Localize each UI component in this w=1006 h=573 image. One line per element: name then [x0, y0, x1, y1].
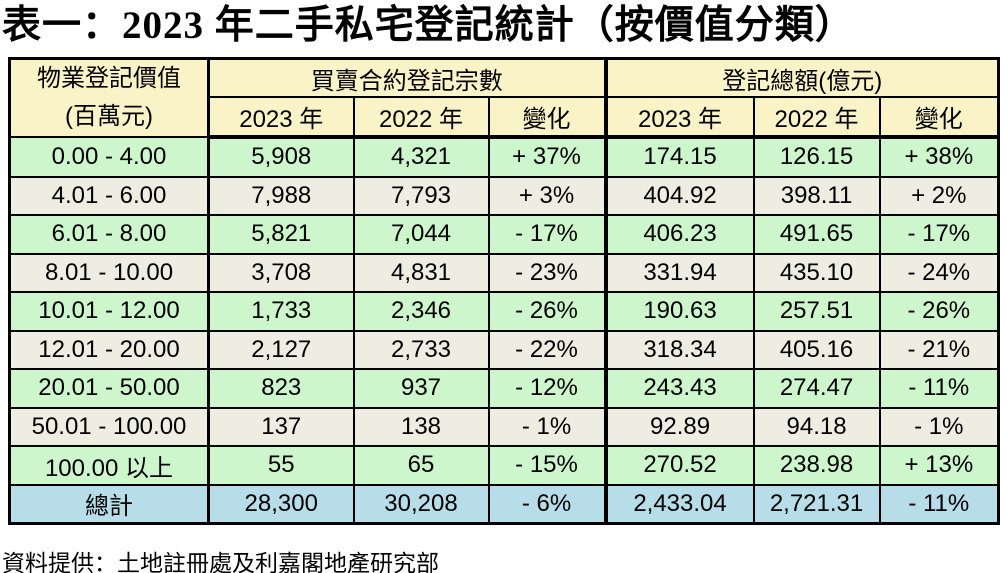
deals-2022-cell: 30,208 — [352, 483, 490, 525]
deals-2022-cell: 4,831 — [352, 252, 490, 293]
deals-2022-cell: 7,793 — [352, 175, 490, 216]
amount-2022-cell: 398.11 — [752, 175, 881, 216]
deals-change-cell: + 37% — [487, 136, 608, 178]
amount-2022-cell: 126.15 — [752, 136, 881, 178]
deals-2023-cell: 5,821 — [207, 214, 355, 255]
table-row: 100.00 以上 55 65 - 15% 270.52 238.98 + 13… — [8, 445, 1000, 486]
amount-2022-cell: 94.18 — [752, 406, 881, 447]
amount-change-cell: - 1% — [878, 406, 1000, 447]
amount-change-cell: - 11% — [878, 368, 1000, 409]
source-note: 資料提供：土地註冊處及利嘉閣地產研究部 — [2, 550, 439, 573]
value-range-cell: 10.01 - 12.00 — [8, 291, 210, 332]
table-body: 0.00 - 4.00 5,908 4,321 + 37% 174.15 126… — [8, 136, 1000, 525]
amount-change-cell: - 11% — [878, 483, 1000, 525]
amount-2022-cell: 2,721.31 — [752, 483, 881, 525]
amount-group-header: 登記總額(億元) — [604, 57, 1000, 99]
amount-change-cell: - 24% — [878, 252, 1000, 293]
deals-2023-cell: 5,908 — [207, 136, 355, 178]
deals-2022-cell: 65 — [352, 445, 490, 486]
deals-change-cell: + 3% — [487, 175, 608, 216]
deals-change-cell: - 23% — [487, 252, 608, 293]
table-row: 8.01 - 10.00 3,708 4,831 - 23% 331.94 43… — [8, 252, 1000, 293]
amount-2023-cell: 190.63 — [604, 291, 755, 332]
amount-change-cell: - 26% — [878, 291, 1000, 332]
amount-2022-cell: 274.47 — [752, 368, 881, 409]
amount-2023-cell: 243.43 — [604, 368, 755, 409]
value-column-header-line1: 物業登記價值 — [37, 65, 181, 92]
deals-change-cell: - 22% — [487, 329, 608, 370]
table-row: 10.01 - 12.00 1,733 2,346 - 26% 190.63 2… — [8, 291, 1000, 332]
table-row: 0.00 - 4.00 5,908 4,321 + 37% 174.15 126… — [8, 136, 1000, 178]
deals-change-cell: - 26% — [487, 291, 608, 332]
table-row: 總計 28,300 30,208 - 6% 2,433.04 2,721.31 … — [8, 483, 1000, 525]
page-title: 表一：2023 年二手私宅登記統計（按價值分類） — [2, 4, 855, 47]
deals-change-cell: - 12% — [487, 368, 608, 409]
value-range-cell: 4.01 - 6.00 — [8, 175, 210, 216]
value-column-header-line2: (百萬元) — [65, 103, 153, 130]
amount-change-cell: - 21% — [878, 329, 1000, 370]
deals-2023-cell: 3,708 — [207, 252, 355, 293]
deals-2023-cell: 55 — [207, 445, 355, 486]
value-column-header: 物業登記價值 (百萬元) — [8, 57, 210, 138]
table-row: 4.01 - 6.00 7,988 7,793 + 3% 404.92 398.… — [8, 175, 1000, 216]
deals-2022-cell: 4,321 — [352, 136, 490, 178]
deals-2023-cell: 2,127 — [207, 329, 355, 370]
value-range-cell: 100.00 以上 — [8, 445, 210, 486]
table-header: 物業登記價值 (百萬元) 買賣合約登記宗數 登記總額(億元) 2023 年 20… — [8, 57, 1000, 139]
amount-2022-cell: 491.65 — [752, 214, 881, 255]
value-range-cell: 12.01 - 20.00 — [8, 329, 210, 370]
deals-2023-cell: 1,733 — [207, 291, 355, 332]
amount-2023-cell: 404.92 — [604, 175, 755, 216]
amount-2023-cell: 318.34 — [604, 329, 755, 370]
amount-2023-cell: 2,433.04 — [604, 483, 755, 525]
deals-change-header: 變化 — [487, 96, 608, 139]
value-range-cell: 8.01 - 10.00 — [8, 252, 210, 293]
registrations-table: 物業登記價值 (百萬元) 買賣合約登記宗數 登記總額(億元) 2023 年 20… — [8, 57, 1001, 525]
amount-2023-cell: 92.89 — [604, 406, 755, 447]
amount-2022-cell: 257.51 — [752, 291, 881, 332]
year-header-row: 2023 年 2022 年 變化 2023 年 2022 年 變化 — [10, 96, 1000, 139]
deals-2023-cell: 823 — [207, 368, 355, 409]
deals-group-header: 買賣合約登記宗數 — [207, 57, 608, 99]
value-range-cell: 0.00 - 4.00 — [8, 136, 210, 178]
deals-2022-cell: 138 — [352, 406, 490, 447]
deals-2022-cell: 2,733 — [352, 329, 490, 370]
value-range-cell: 6.01 - 8.00 — [8, 214, 210, 255]
deals-2022-header: 2022 年 — [352, 96, 490, 139]
group-header-row: 物業登記價值 (百萬元) 買賣合約登記宗數 登記總額(億元) — [8, 57, 1000, 138]
deals-2023-cell: 7,988 — [207, 175, 355, 216]
table-row: 12.01 - 20.00 2,127 2,733 - 22% 318.34 4… — [8, 329, 1000, 370]
amount-change-cell: + 2% — [878, 175, 1000, 216]
deals-change-cell: - 15% — [487, 445, 608, 486]
deals-2023-cell: 137 — [207, 406, 355, 447]
amount-2023-cell: 331.94 — [604, 252, 755, 293]
deals-2022-cell: 2,346 — [352, 291, 490, 332]
amount-2022-cell: 238.98 — [752, 445, 881, 486]
amount-2022-header: 2022 年 — [752, 96, 881, 139]
amount-change-cell: - 17% — [878, 214, 1000, 255]
deals-change-cell: - 17% — [487, 214, 608, 255]
amount-2022-cell: 405.16 — [752, 329, 881, 370]
table-row: 50.01 - 100.00 137 138 - 1% 92.89 94.18 … — [8, 406, 1000, 447]
deals-change-cell: - 1% — [487, 406, 608, 447]
amount-2023-cell: 270.52 — [604, 445, 755, 486]
deals-2022-cell: 7,044 — [352, 214, 490, 255]
value-range-cell: 50.01 - 100.00 — [8, 406, 210, 447]
value-range-cell: 20.01 - 50.00 — [8, 368, 210, 409]
deals-2023-cell: 28,300 — [207, 483, 355, 525]
amount-change-cell: + 13% — [878, 445, 1000, 486]
table-row: 20.01 - 50.00 823 937 - 12% 243.43 274.4… — [8, 368, 1000, 409]
amount-2023-header: 2023 年 — [604, 96, 755, 139]
amount-2023-cell: 174.15 — [604, 136, 755, 178]
amount-change-header: 變化 — [878, 96, 1000, 139]
amount-2023-cell: 406.23 — [604, 214, 755, 255]
table-row: 6.01 - 8.00 5,821 7,044 - 17% 406.23 491… — [8, 214, 1000, 255]
deals-2022-cell: 937 — [352, 368, 490, 409]
deals-2023-header: 2023 年 — [207, 96, 355, 139]
value-range-cell: 總計 — [8, 483, 210, 525]
amount-change-cell: + 38% — [878, 136, 1000, 178]
amount-2022-cell: 435.10 — [752, 252, 881, 293]
deals-change-cell: - 6% — [487, 483, 608, 525]
